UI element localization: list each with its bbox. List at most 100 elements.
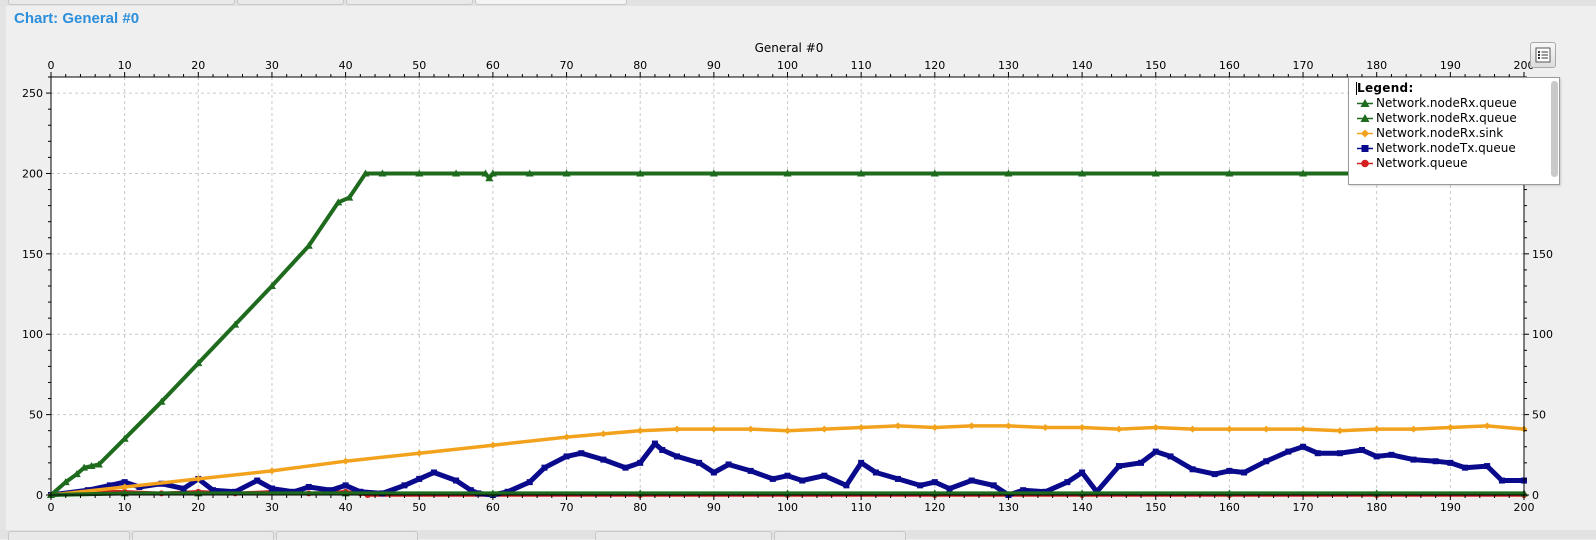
x-tick-label-bottom: 20 bbox=[191, 501, 205, 514]
data-point bbox=[121, 483, 129, 491]
data-point bbox=[1447, 459, 1454, 466]
top-tab[interactable] bbox=[237, 0, 344, 5]
data-point bbox=[622, 464, 629, 471]
x-tick-label-bottom: 90 bbox=[707, 501, 721, 514]
legend-scroll-thumb[interactable] bbox=[1551, 81, 1558, 177]
series-line bbox=[49, 491, 1526, 497]
data-point bbox=[1078, 169, 1087, 177]
data-point bbox=[525, 169, 534, 177]
data-point bbox=[1484, 463, 1491, 470]
data-point bbox=[157, 397, 166, 405]
data-point bbox=[430, 469, 437, 476]
series-line bbox=[49, 171, 1526, 497]
top-tab[interactable] bbox=[475, 0, 627, 5]
data-point bbox=[120, 434, 129, 442]
bottom-tab[interactable] bbox=[774, 531, 906, 540]
bottom-tab[interactable] bbox=[276, 531, 418, 540]
data-point bbox=[488, 169, 497, 177]
data-point bbox=[784, 427, 791, 435]
legend-item[interactable]: Network.nodeRx.sink bbox=[1357, 126, 1503, 141]
data-point bbox=[1300, 443, 1307, 450]
y-tick-label-right: 0 bbox=[1532, 489, 1539, 502]
legend-item[interactable]: Network.queue bbox=[1357, 156, 1468, 171]
series-line bbox=[48, 441, 1527, 498]
bottom-tab[interactable] bbox=[595, 531, 772, 540]
data-point bbox=[1152, 448, 1159, 455]
data-point bbox=[968, 422, 976, 430]
data-point bbox=[651, 440, 658, 447]
y-tick-label-right: 150 bbox=[1532, 248, 1553, 261]
data-point bbox=[1462, 464, 1469, 471]
x-tick-label-bottom: 60 bbox=[486, 501, 500, 514]
x-tick-label-bottom: 120 bbox=[924, 501, 945, 514]
data-point bbox=[562, 169, 571, 177]
data-point bbox=[415, 169, 424, 177]
legend-scrollbar[interactable] bbox=[1551, 81, 1558, 177]
x-tick-label-top: 60 bbox=[486, 59, 500, 72]
data-point bbox=[327, 487, 334, 494]
x-tick-label-top: 100 bbox=[777, 59, 798, 72]
top-tab[interactable] bbox=[8, 0, 235, 5]
y-tick-label-left: 150 bbox=[22, 248, 43, 261]
x-tick-label-top: 190 bbox=[1440, 59, 1461, 72]
x-tick-label-bottom: 170 bbox=[1293, 501, 1314, 514]
data-point bbox=[1446, 423, 1454, 431]
y-tick-label-right: 50 bbox=[1532, 409, 1546, 422]
data-point bbox=[674, 453, 681, 460]
legend-item[interactable]: Network.nodeRx.queue bbox=[1357, 96, 1517, 111]
data-point bbox=[1151, 169, 1160, 177]
data-point bbox=[858, 459, 865, 466]
data-point bbox=[1078, 423, 1086, 431]
series-network-noderx-queue bbox=[47, 169, 1528, 498]
page-title: Chart: General #0 bbox=[14, 10, 140, 27]
x-tick-label-top: 140 bbox=[1072, 59, 1093, 72]
data-point bbox=[931, 479, 938, 486]
data-point bbox=[600, 456, 607, 463]
data-point bbox=[106, 482, 113, 489]
x-tick-label-bottom: 190 bbox=[1440, 501, 1461, 514]
bottom-tab[interactable] bbox=[132, 531, 274, 540]
data-point bbox=[673, 425, 681, 433]
data-point bbox=[361, 169, 370, 177]
data-point bbox=[334, 198, 343, 206]
data-point bbox=[872, 469, 879, 476]
data-point bbox=[61, 478, 70, 486]
x-tick-label-bottom: 150 bbox=[1145, 501, 1166, 514]
data-point bbox=[946, 485, 953, 492]
data-point bbox=[968, 477, 975, 484]
data-point bbox=[267, 282, 276, 289]
top-tab[interactable] bbox=[346, 0, 473, 5]
data-point bbox=[659, 446, 666, 453]
data-point bbox=[783, 169, 792, 177]
data-point bbox=[1388, 451, 1395, 458]
data-point bbox=[1020, 487, 1027, 494]
legend-label: Network.nodeRx.queue bbox=[1376, 111, 1517, 125]
data-point bbox=[1041, 423, 1049, 431]
series-network-noderx-sink bbox=[47, 422, 1528, 499]
legend-item[interactable]: Network.nodeTx.queue bbox=[1357, 141, 1516, 156]
data-point bbox=[599, 430, 607, 438]
data-point bbox=[1483, 422, 1491, 430]
data-point bbox=[1211, 471, 1218, 478]
data-point bbox=[1262, 425, 1270, 433]
top-tab-strip bbox=[0, 0, 1596, 6]
data-point bbox=[1225, 425, 1233, 433]
data-point bbox=[1225, 169, 1234, 177]
x-tick-label-top: 80 bbox=[633, 59, 647, 72]
data-point bbox=[254, 477, 261, 484]
legend-toggle-button[interactable] bbox=[1530, 42, 1556, 68]
legend-item[interactable]: Network.nodeRx.queue bbox=[1357, 111, 1517, 126]
data-point bbox=[1263, 458, 1270, 465]
bottom-tab[interactable] bbox=[8, 531, 130, 540]
data-point bbox=[304, 241, 313, 249]
data-point bbox=[843, 482, 850, 489]
data-point bbox=[1189, 425, 1197, 433]
x-tick-label-top: 120 bbox=[924, 59, 945, 72]
data-point bbox=[637, 459, 644, 466]
data-point bbox=[268, 485, 275, 492]
data-point bbox=[917, 482, 924, 489]
x-tick-label-bottom: 40 bbox=[339, 501, 353, 514]
x-tick-label-top: 110 bbox=[851, 59, 872, 72]
data-point bbox=[485, 174, 494, 182]
